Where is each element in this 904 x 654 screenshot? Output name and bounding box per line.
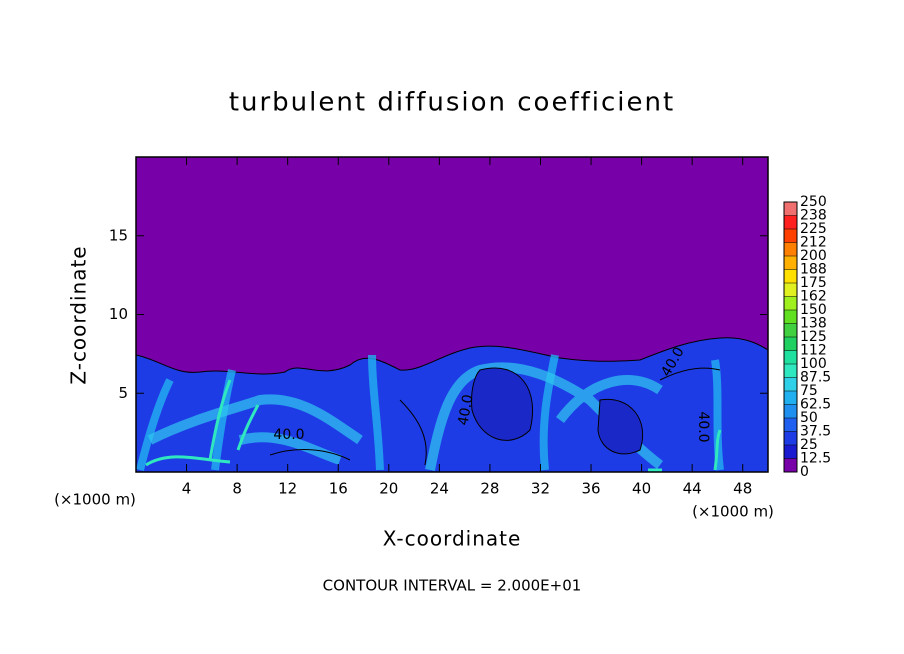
x-unit-label: (×1000 m) xyxy=(692,503,774,521)
x-tick-label: 12 xyxy=(278,480,297,498)
colorbar-label: 250 xyxy=(800,194,827,210)
field xyxy=(136,337,768,472)
x-tick-label: 48 xyxy=(733,480,752,498)
y-tick-label: 5 xyxy=(118,384,128,402)
colorbar-label: 150 xyxy=(800,302,827,318)
colorbar-label: 112 xyxy=(800,343,827,359)
colorbar-label: 25 xyxy=(800,437,818,453)
colorbar-band xyxy=(784,242,797,256)
colorbar-band xyxy=(784,296,797,310)
colorbar-label: 188 xyxy=(800,262,827,278)
colorbar-band xyxy=(784,256,797,270)
x-tick-label: 16 xyxy=(329,480,348,498)
field-region xyxy=(471,367,644,455)
contour-label: 40.0 xyxy=(455,393,476,426)
colorbar-band xyxy=(784,364,797,378)
colorbar-label: 62.5 xyxy=(800,397,831,413)
colorbar-label: 125 xyxy=(800,329,827,345)
colorbar-label: 225 xyxy=(800,221,827,237)
colorbar-band xyxy=(784,458,797,472)
colorbar-band xyxy=(784,404,797,418)
x-axis-label: X-coordinate xyxy=(383,527,522,551)
colorbar-label: 138 xyxy=(800,316,827,332)
x-tick-label: 32 xyxy=(531,480,550,498)
colorbar-label: 238 xyxy=(800,208,827,224)
x-tick-label: 28 xyxy=(480,480,499,498)
colorbar-band xyxy=(784,445,797,459)
colorbar-label: 162 xyxy=(800,289,827,305)
colorbar-label: 75 xyxy=(800,383,818,399)
colorbar-label: 37.5 xyxy=(800,424,831,440)
colorbar-band xyxy=(784,283,797,297)
y-tick-label: 15 xyxy=(109,226,128,244)
colorbar-label: 50 xyxy=(800,410,818,426)
x-tick-label: 20 xyxy=(379,480,398,498)
contour-interval: CONTOUR INTERVAL = 2.000E+01 xyxy=(323,577,582,595)
y-tick-label: 10 xyxy=(109,305,128,323)
colorbar-band xyxy=(784,202,797,216)
field-streak xyxy=(145,379,722,472)
colorbar-label: 212 xyxy=(800,235,827,251)
colorbar-label: 200 xyxy=(800,248,827,264)
colorbar-label: 12.5 xyxy=(800,451,831,467)
x-tick-label: 44 xyxy=(683,480,702,498)
colorbar-band xyxy=(784,323,797,337)
colorbar-band xyxy=(784,310,797,324)
contour-line xyxy=(269,367,721,466)
field-streak xyxy=(147,362,664,471)
colorbar-band xyxy=(784,391,797,405)
colorbar-band xyxy=(784,269,797,283)
colorbar-band xyxy=(784,337,797,351)
y-axis-label: Z-coordinate xyxy=(67,245,91,384)
x-tick-label: 8 xyxy=(232,480,242,498)
x-tick-label: 24 xyxy=(430,480,449,498)
contour-label: 40.0 xyxy=(695,411,711,442)
colorbar-label: 100 xyxy=(800,356,827,372)
colorbar-band xyxy=(784,215,797,229)
colorbar-label: 0 xyxy=(800,464,809,480)
colorbar-label: 175 xyxy=(800,275,827,291)
colorbar-band xyxy=(784,431,797,445)
colorbar-band xyxy=(784,350,797,364)
contour-label: 40.0 xyxy=(273,427,304,443)
colorbar-band xyxy=(784,377,797,391)
colorbar-label: 87.5 xyxy=(800,370,831,386)
y-unit-label: (×1000 m) xyxy=(54,491,136,509)
colorbar-band xyxy=(784,418,797,432)
x-tick-label: 36 xyxy=(581,480,600,498)
x-tick-label: 4 xyxy=(182,480,192,498)
colorbar-band xyxy=(784,229,797,243)
chart-title: turbulent diffusion coefficient xyxy=(229,88,675,118)
x-tick-label: 40 xyxy=(632,480,651,498)
